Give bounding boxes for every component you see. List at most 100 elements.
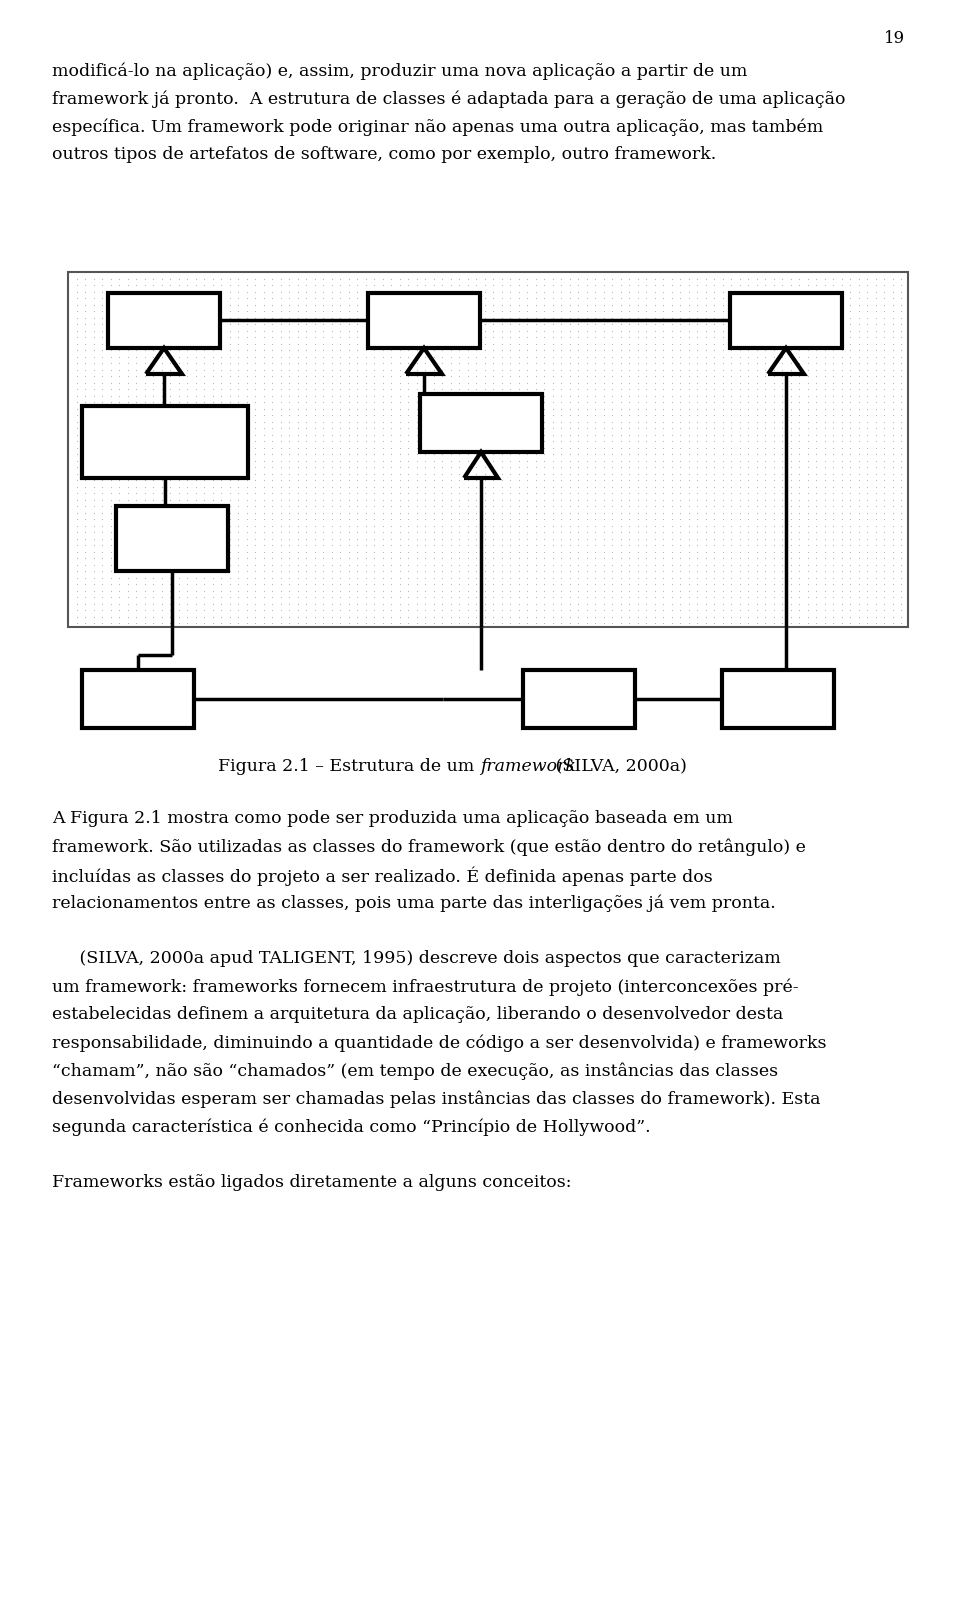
Point	[460, 519, 475, 545]
Point	[757, 298, 773, 324]
Point	[647, 343, 662, 369]
Point	[299, 311, 314, 337]
Point	[528, 364, 543, 390]
Point	[154, 539, 169, 564]
Point	[426, 434, 442, 460]
Point	[383, 481, 398, 507]
Point	[775, 311, 790, 337]
Point	[638, 500, 654, 526]
Point	[723, 466, 738, 492]
Point	[885, 402, 900, 428]
Point	[307, 513, 323, 539]
Point	[468, 285, 484, 311]
Point	[570, 473, 586, 499]
Point	[842, 349, 857, 375]
Point	[477, 583, 492, 609]
Point	[808, 370, 824, 396]
Point	[885, 551, 900, 577]
Point	[894, 324, 909, 349]
Point	[171, 460, 186, 486]
Point	[588, 466, 603, 492]
Point	[374, 507, 390, 532]
Point	[230, 415, 246, 441]
Point	[630, 317, 645, 343]
Point	[486, 481, 501, 507]
Point	[222, 551, 237, 577]
Point	[605, 481, 620, 507]
Point	[612, 481, 628, 507]
Point	[103, 473, 118, 499]
Point	[69, 370, 84, 396]
Point	[145, 364, 160, 390]
Point	[120, 311, 135, 337]
Point	[511, 383, 526, 409]
Point	[486, 441, 501, 466]
Point	[434, 487, 449, 513]
Point	[222, 422, 237, 447]
Point	[859, 558, 875, 583]
Point	[434, 364, 449, 390]
Point	[800, 349, 815, 375]
Point	[588, 473, 603, 499]
Point	[570, 434, 586, 460]
Point	[817, 590, 832, 616]
Point	[630, 285, 645, 311]
Point	[374, 298, 390, 324]
Point	[418, 558, 433, 583]
Point	[757, 551, 773, 577]
Point	[418, 330, 433, 356]
Point	[78, 500, 93, 526]
Point	[859, 513, 875, 539]
Point	[180, 357, 195, 383]
Point	[255, 292, 271, 317]
Point	[757, 377, 773, 402]
Point	[367, 311, 382, 337]
Point	[689, 481, 705, 507]
Point	[230, 428, 246, 454]
Point	[740, 396, 756, 422]
Point	[129, 273, 144, 298]
Point	[715, 370, 731, 396]
Point	[630, 454, 645, 479]
Point	[715, 402, 731, 428]
Point	[698, 460, 713, 486]
Point	[409, 466, 424, 492]
Point	[545, 364, 561, 390]
Point	[426, 507, 442, 532]
Point	[630, 519, 645, 545]
Point	[374, 481, 390, 507]
Point	[545, 305, 561, 330]
Point	[103, 545, 118, 571]
Point	[299, 434, 314, 460]
Point	[596, 343, 612, 369]
Point	[545, 598, 561, 624]
Point	[545, 604, 561, 630]
Point	[732, 532, 747, 558]
Point	[188, 500, 204, 526]
Point	[418, 285, 433, 311]
Point	[808, 519, 824, 545]
Point	[630, 598, 645, 624]
Point	[111, 298, 127, 324]
Point	[656, 473, 671, 499]
Point	[255, 564, 271, 590]
Point	[537, 571, 552, 596]
Point	[511, 454, 526, 479]
Point	[672, 466, 687, 492]
Point	[486, 343, 501, 369]
Point	[672, 402, 687, 428]
Point	[493, 494, 509, 519]
Point	[230, 377, 246, 402]
Point	[749, 415, 764, 441]
Point	[749, 545, 764, 571]
Point	[315, 583, 330, 609]
Point	[672, 526, 687, 551]
Point	[409, 324, 424, 349]
Point	[460, 598, 475, 624]
Point	[315, 473, 330, 499]
Point	[537, 396, 552, 422]
Point	[392, 466, 407, 492]
Point	[307, 598, 323, 624]
Point	[154, 390, 169, 415]
Point	[204, 305, 220, 330]
